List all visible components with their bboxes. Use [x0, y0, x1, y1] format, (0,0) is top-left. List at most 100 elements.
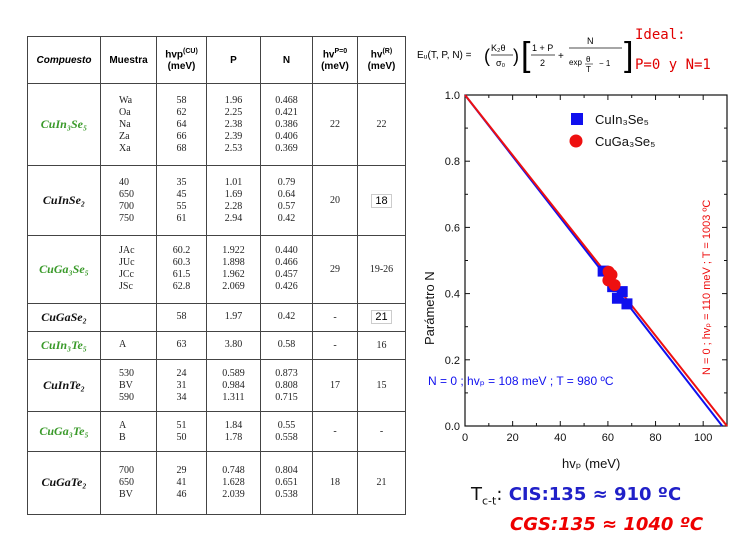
hvp-value: 58: [176, 94, 187, 106]
hvr-value: 21: [371, 310, 392, 325]
compound-cell: CuInTe₂: [27, 358, 101, 413]
table-header-row: Compuesto Muestra hvp(CU) (meV) P N hvP=0…: [27, 36, 406, 84]
p-value: 2.39: [224, 130, 243, 142]
sample-cell: [100, 302, 157, 333]
hvp-value: 41: [176, 476, 187, 488]
hvp-value: 60.2: [172, 245, 191, 257]
formula-paren-left: (: [484, 46, 490, 66]
n-value: 0.64: [277, 188, 296, 200]
hvr-cell: 21: [357, 302, 406, 333]
tct-result: Tc-t: CIS:135 ≈ 910 ºC: [471, 484, 681, 508]
hvp-value: 31: [176, 379, 187, 391]
cgs-result: CGS:135 ≈ 1040 ºC: [510, 514, 704, 535]
p-value: 2.25: [224, 106, 243, 118]
p-value: 0.589: [222, 367, 245, 379]
p-value: 2.069: [222, 281, 245, 293]
sample-cell: 530 BV 590: [100, 358, 157, 413]
ideal-line1: Ideal:: [635, 27, 686, 43]
p-value: 1.922: [222, 245, 245, 257]
table-row: CuGa₃Se₅ JAc JUc JCc JSc 60.2 60.3 61.5 62.8 1.92…: [27, 235, 406, 304]
n-value: 0.440: [275, 245, 298, 257]
hv0-cell: 29: [312, 235, 358, 304]
n-cell: 0.873 0.808 0.715: [260, 358, 313, 413]
header-compuesto: Compuesto: [27, 36, 101, 84]
n-value: 0.808: [275, 379, 298, 391]
p-value: 0.748: [222, 464, 245, 476]
data-point-circle: [608, 278, 621, 291]
formula-theta: θ: [586, 55, 591, 64]
n-cell: 0.79 0.64 0.57 0.42: [260, 165, 313, 237]
hvp-value: 63: [176, 339, 187, 351]
hvp-value: 62.8: [172, 281, 191, 293]
ideal-note: Ideal: P=0 y N=1: [635, 20, 711, 80]
n-cell: 0.468 0.421 0.386 0.406 0.369: [260, 82, 313, 167]
hvr-cell: 19-26: [357, 235, 406, 304]
y-tick-label: 1.0: [445, 90, 460, 102]
formula-bracket-left: [: [521, 36, 531, 74]
annotation-red: N = 0 ; hvₚ = 110 meV ; T = 1003 ºC: [701, 200, 713, 375]
p-value: 2.039: [222, 488, 245, 500]
sample-value: 40: [119, 176, 129, 188]
sample-value: Za: [119, 130, 130, 142]
tct-sub: c-t: [482, 494, 497, 508]
hv0-value: 20: [330, 195, 340, 207]
p-cell: 1.84 1.78: [206, 411, 261, 452]
n-value: 0.715: [275, 391, 298, 403]
hv0-cell: 18: [312, 450, 358, 516]
p-value: 2.28: [224, 200, 243, 212]
compound-cell: CuGa₃Te₅: [27, 411, 101, 452]
hv0-cell: -: [312, 331, 358, 360]
hvr-cell: 16: [357, 331, 406, 360]
sample-value: JAc: [119, 245, 135, 257]
n-value: 0.468: [275, 94, 298, 106]
hvp-cell: 51 50: [156, 411, 207, 452]
hvp-value: 66: [176, 130, 187, 142]
data-point-square: [621, 298, 633, 310]
n-value: 0.873: [275, 367, 298, 379]
y-tick-label: 0.8: [445, 156, 460, 168]
hvp-value: 34: [176, 391, 187, 403]
hvr-value: -: [379, 426, 384, 438]
hvp-cell: 60.2 60.3 61.5 62.8: [156, 235, 207, 304]
sample-cell: 700 650 BV: [100, 450, 157, 516]
compound-cell: CuGaSe₂: [27, 302, 101, 333]
data-table: Compuesto Muestra hvp(CU) (meV) P N hvP=0…: [27, 36, 406, 516]
p-cell: 1.97: [206, 302, 261, 333]
n-value: 0.457: [275, 269, 298, 281]
p-value: 1.898: [222, 257, 245, 269]
table-row: CuInSe₂ 40 650 700 750 35 45 55 61 1.01 1.69 2.28 2.…: [27, 165, 406, 237]
n-value: 0.421: [275, 106, 298, 118]
hvp-value: 64: [176, 118, 187, 130]
sample-value: B: [119, 431, 126, 443]
p-value: 3.80: [224, 339, 243, 351]
hvp-cell: 24 31 34: [156, 358, 207, 413]
hvr-value: 21: [376, 477, 387, 489]
n-value: 0.79: [277, 176, 296, 188]
hv0-value: 29: [330, 263, 340, 275]
hv0-value: 18: [330, 477, 340, 489]
n-value: 0.58: [277, 339, 296, 351]
n-value: 0.55: [277, 419, 296, 431]
hvr-cell: -: [357, 411, 406, 452]
sample-value: 650: [119, 188, 134, 200]
n-cell: 0.58: [260, 331, 313, 360]
data-point-circle: [605, 268, 618, 281]
hvr-value: 18: [371, 193, 392, 208]
x-tick-label: 100: [694, 432, 712, 444]
x-axis-label: hvₚ (meV): [562, 456, 620, 471]
formula-minus-one: − 1: [599, 59, 611, 68]
p-value: 2.94: [224, 212, 243, 224]
p-cell: 1.922 1.898 1.962 2.069: [206, 235, 261, 304]
hvp-value: 68: [176, 142, 187, 154]
p-value: 0.984: [222, 379, 245, 391]
compound-cell: CuGa₃Se₅: [27, 235, 101, 304]
table-row: CuInTe₂ 530 BV 590 24 31 34 0.589 0.984 1.311 0.87…: [27, 358, 406, 413]
n-value: 0.804: [275, 464, 298, 476]
hv0-cell: -: [312, 302, 358, 333]
annotation-blue: N = 0 ; hvₚ = 108 meV ; T = 980 ºC: [428, 374, 614, 388]
n-value: 0.651: [275, 476, 298, 488]
cis-result: CIS:135 ≈ 910 ºC: [508, 484, 682, 505]
y-tick-label: 0.2: [445, 355, 460, 367]
p-value: 1.78: [224, 431, 243, 443]
